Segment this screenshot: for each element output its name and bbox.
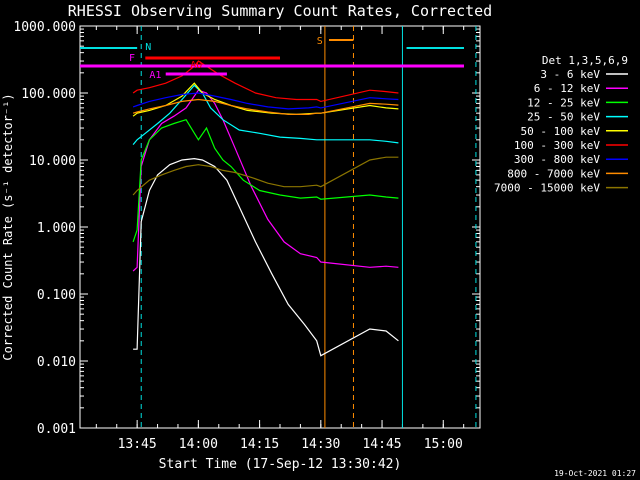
legend-entry-label: 3 - 6 keV	[540, 68, 600, 81]
series-line	[132, 156, 399, 196]
legend-entry-label: 800 - 7000 keV	[507, 167, 600, 180]
x-axis: 13:45 14:00 14:15 14:30 14:45 15:00	[95, 26, 465, 452]
legend-entry-label: 25 - 50 keV	[527, 111, 600, 124]
series-group	[132, 60, 399, 357]
legend-entry-label: 50 - 100 keV	[521, 125, 601, 138]
x-tick-label: 14:15	[240, 437, 279, 452]
y-tick-label: 0.100	[37, 288, 76, 303]
timestamp: 19-Oct-2021 01:27	[554, 469, 636, 478]
legend-entry-label: 12 - 25 keV	[527, 96, 600, 109]
y-tick-label: 1000.000	[13, 20, 76, 35]
plot-frame	[79, 25, 481, 429]
series-line	[133, 157, 399, 357]
flag-label: A1	[149, 70, 161, 81]
series-line	[132, 84, 399, 145]
legend-title: Det 1,3,5,6,9	[542, 54, 628, 67]
legend-entry-label: 100 - 300 keV	[514, 139, 600, 152]
y-axis: 0.001 0.010 0.100 1.000 10.000 100.000 1000.00…	[13, 20, 480, 437]
y-tick-label: 10.000	[29, 154, 76, 169]
flag-label: A0	[190, 60, 202, 71]
x-tick-label: 13:45	[118, 437, 157, 452]
x-axis-label: Start Time (17-Sep-12 13:30:42)	[159, 457, 402, 472]
attenuator-lines	[140, 26, 477, 428]
y-tick-label: 0.010	[37, 355, 76, 370]
x-tick-label: 14:45	[362, 437, 401, 452]
y-tick-label: 0.001	[37, 422, 76, 437]
series-line	[132, 98, 399, 116]
flag-bars: N S F A0 A1	[80, 36, 464, 81]
legend-entry-label: 300 - 800 keV	[514, 153, 600, 166]
y-tick-label: 1.000	[37, 221, 76, 236]
x-tick-label: 14:00	[179, 437, 218, 452]
legend-entry-label: 6 - 12 keV	[534, 82, 601, 95]
series-line	[132, 89, 399, 272]
y-axis-label: Corrected Count Rate (s⁻¹ detector⁻¹)	[1, 93, 15, 360]
y-tick-label: 100.000	[21, 87, 76, 102]
x-tick-label: 15:00	[424, 437, 463, 452]
series-line	[132, 60, 399, 103]
series-line	[132, 92, 399, 110]
flag-label: S	[317, 36, 323, 47]
x-tick-label: 14:30	[301, 437, 340, 452]
legend-entry-label: 7000 - 15000 keV	[494, 182, 600, 195]
chart-title: RHESSI Observing Summary Count Rates, Co…	[68, 2, 492, 20]
flag-label: N	[145, 42, 151, 53]
series-line	[132, 118, 399, 243]
flag-label: F	[129, 53, 135, 64]
